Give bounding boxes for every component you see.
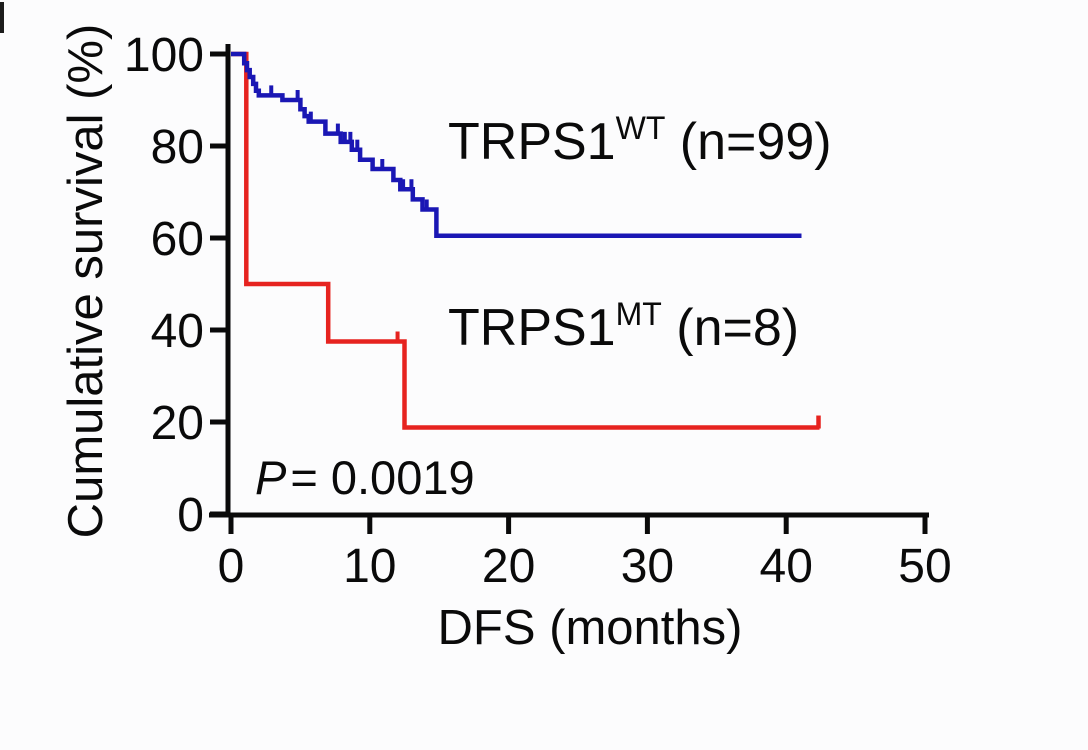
p-value-symbol: P: [255, 451, 287, 504]
x-tick-label: 30: [621, 540, 674, 593]
edge-artifact: [0, 2, 4, 33]
series-label-trps1-wt: TRPS1WT (n=99): [448, 110, 832, 172]
y-tick-label: 0: [177, 489, 204, 542]
x-axis-title: DFS (months): [437, 601, 743, 655]
p-value-annotation: P= 0.0019: [255, 450, 475, 505]
y-tick-label: 100: [124, 29, 204, 82]
series-label-mt-count: (n=8): [661, 299, 800, 357]
series-label-wt-superscript: WT: [615, 110, 666, 146]
y-tick-label: 60: [151, 213, 204, 266]
series-label-trps1-mt: TRPS1MT (n=8): [448, 296, 800, 358]
x-tick-label: 20: [482, 540, 535, 593]
y-tick-label: 40: [151, 305, 204, 358]
x-tick-label: 50: [898, 540, 951, 593]
y-tick-label: 20: [151, 397, 204, 450]
series-label-mt-superscript: MT: [615, 296, 662, 332]
x-tick-label: 0: [218, 540, 245, 593]
series-label-wt-count: (n=99): [665, 113, 832, 171]
series-label-wt-base: TRPS1: [448, 113, 616, 171]
x-tick-label: 10: [343, 540, 396, 593]
survival-curve-trps1-mt: [231, 51, 820, 430]
p-value-number: = 0.0019: [290, 451, 475, 504]
y-axis-title: Cumulative survival (%): [59, 23, 113, 539]
x-tick-label: 40: [760, 540, 813, 593]
y-tick-label: 80: [151, 121, 204, 174]
series-label-mt-base: TRPS1: [448, 299, 616, 357]
